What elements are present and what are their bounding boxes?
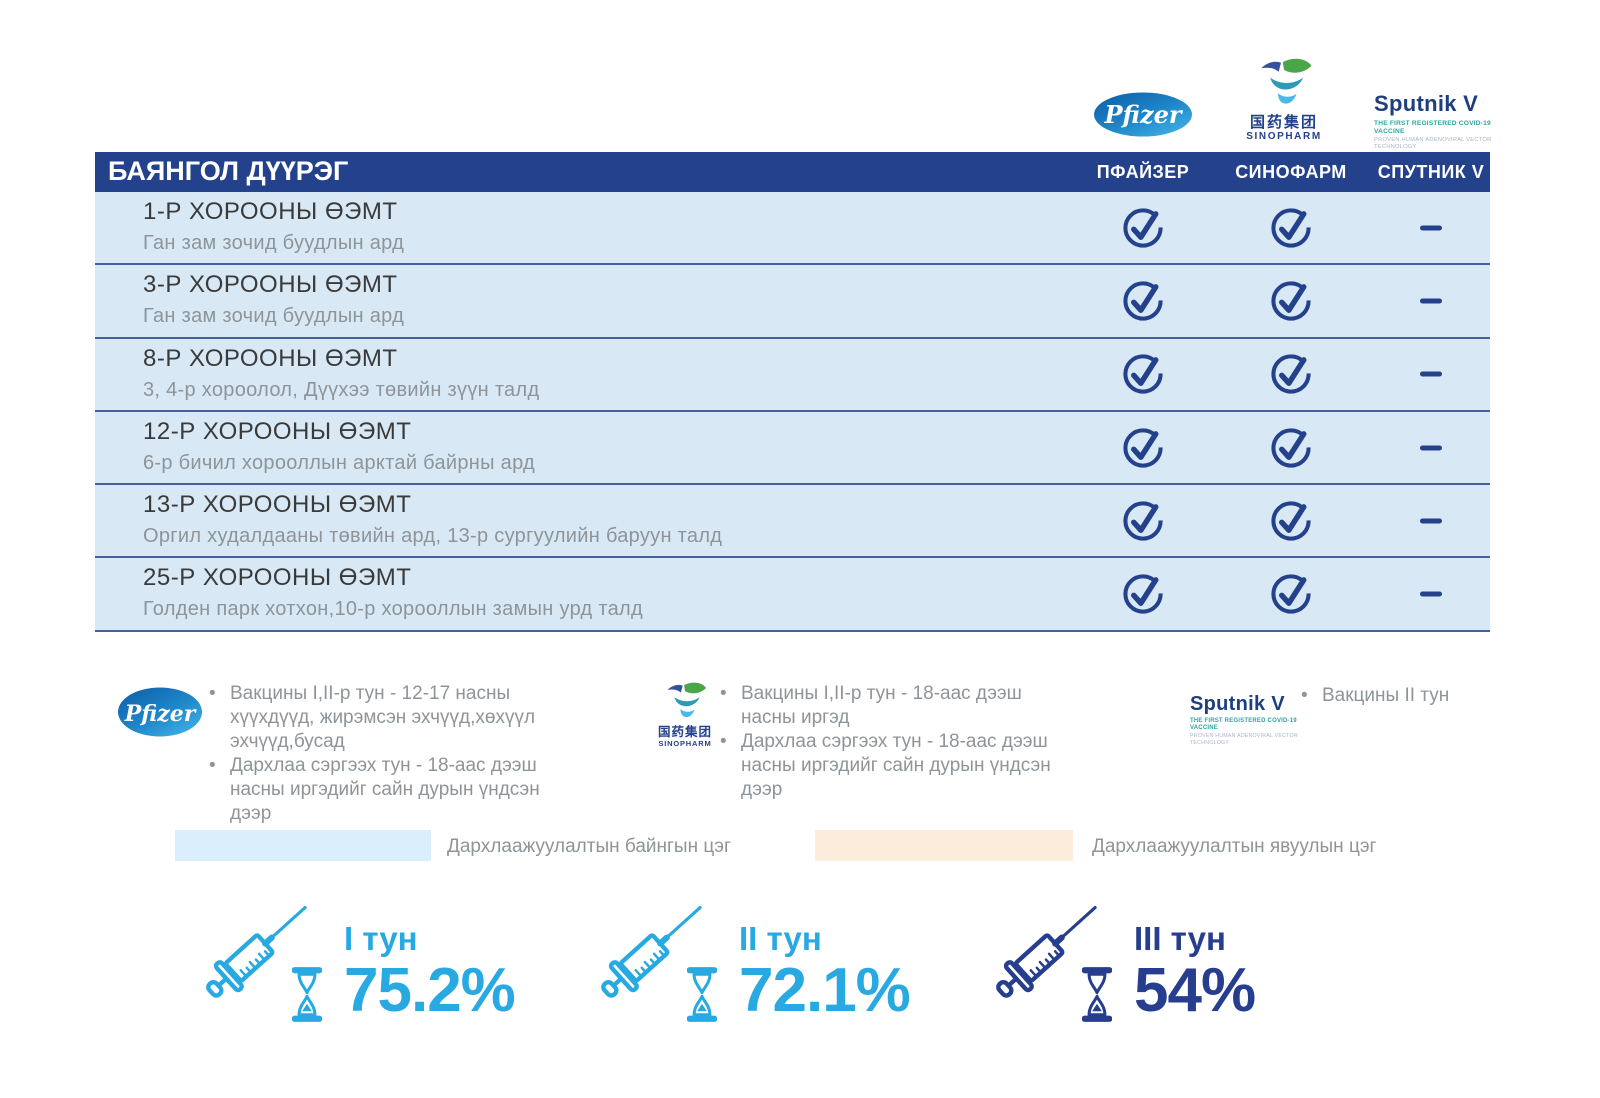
sinopharm-logo: 国药集团 SINOPHARM [1226,58,1342,143]
syringe-icon [588,888,718,1012]
dose-percentage: 75.2% [344,956,516,1025]
sputnik-tagline: THE FIRST REGISTERED COVID-19 VACCINE [1374,120,1491,135]
hourglass-icon [291,966,323,1023]
hourglass-icon [1081,966,1113,1023]
note-item: Вакцины I,II-р тун - 12-17 насны хүүхдүү… [205,682,565,754]
sinopharm-chinese-name: 国药集团 [657,725,712,739]
clinic-name: 1-Р ХОРООНЫ ӨЭМТ [143,198,398,225]
sinopharm-english-name: SINOPHARM [658,739,712,749]
dose-percentage: 72.1% [739,956,911,1025]
mobile-point-color-swatch [815,830,1073,861]
check-icon [1121,279,1165,323]
check-icon [1269,279,1313,323]
column-header: СИНОФАРМ [1235,162,1347,182]
dose-label: I тун [344,920,418,957]
clinic-name: 13-Р ХОРООНЫ ӨЭМТ [143,491,412,519]
clinic-location: Голден парк хотхон,10-р хорооллын замын … [143,598,643,621]
column-header: СПУТНИК V [1377,162,1485,182]
table-row: 12-Р ХОРООНЫ ӨЭМТ 6-р бичил хорооллын арк… [95,411,1490,486]
sputnik-logo: Sputnik V THE FIRST REGISTERED COVID-19 … [1374,93,1514,151]
note-item: Дархлаа сэргээх тун - 18-аас дээш насны … [716,730,1066,802]
sputnik-tagline-2: PROVEN HUMAN ADENOVIRAL VECTOR TECHNOLOG… [1190,733,1298,746]
sputnik-logo-small: Sputnik V THE FIRST REGISTERED COVID-19 … [1190,694,1310,746]
syringe-icon [193,888,323,1012]
sputnik-wordmark: Sputnik V [1374,91,1479,116]
note-item: Вакцины II тун [1297,684,1477,708]
note-item: Дархлаа сэргээх тун - 18-аас дээш насны … [205,754,565,826]
table-row: 25-Р ХОРООНЫ ӨЭМТ Голден парк хотхон,10-р… [95,558,1490,632]
sinopharm-english-name: SINOPHARM [1246,131,1322,143]
table-rows: 1-Р ХОРООНЫ ӨЭМТ Ган зам зочид буудлын ар… [95,192,1490,632]
dash-icon [1420,298,1442,304]
sputnik-note-list: Вакцины II тун [1297,684,1477,708]
clinic-location: Ган зам зочид буудлын ард [143,305,405,328]
check-icon [1269,206,1313,250]
check-icon [1269,572,1313,616]
fixed-point-label: Дархлаажуулалтын байнгын цэг [447,836,731,857]
table-row: 8-Р ХОРООНЫ ӨЭМТ 3, 4-р хороолол, Дүүхээ … [95,338,1490,412]
clinic-name: 25-Р ХОРООНЫ ӨЭМТ [143,564,412,592]
sinopharm-logo-small: 国药集团 SINOPHARM [650,682,720,748]
dose-label: III тун [1134,920,1226,957]
sputnik-wordmark: Sputnik V [1190,693,1285,715]
dash-icon [1420,371,1442,377]
pfizer-oval-icon: Pfizer [118,687,202,737]
sinopharm-chinese-name: 国药集团 [1249,114,1318,131]
dose-1-stat: I тун 75.2% [180,880,520,1045]
fixed-point-color-swatch [175,830,431,861]
check-icon [1121,499,1165,543]
syringe-icon [983,888,1113,1012]
table-row: 3-Р ХОРООНЫ ӨЭМТ Ган зам зочид буудлын ар… [95,265,1490,339]
clinic-name: 8-Р ХОРООНЫ ӨЭМТ [143,344,398,372]
vaccination-points-table: БАЯНГОЛ ДҮҮРЭГ ПФАЙЗЕР СИНОФАРМ СПУТНИК V … [95,152,1490,632]
check-icon [1269,499,1313,543]
clinic-location: Ган зам зочид буудлын ард [143,232,405,254]
check-icon [1269,352,1313,396]
sinopharm-swirl-icon [667,682,707,718]
check-icon [1121,572,1165,616]
dash-icon [1420,591,1442,597]
svg-text:Pfizer: Pfizer [1103,100,1183,129]
district-title: БАЯНГОЛ ДҮҮРЭГ [108,156,349,186]
clinic-location: 6-р бичил хорооллын арктай байрны ард [143,451,536,474]
dose-3-stat: III тун 54% [970,880,1310,1045]
clinic-location: Оргил худалдааны төвийн ард, 13-р сургуу… [143,525,723,548]
dose-label: II тун [739,920,822,957]
clinic-location: 3, 4-р хороолол, Дүүхээ төвийн зүүн талд [143,378,540,401]
sputnik-tagline: THE FIRST REGISTERED COVID-19 VACCINE [1190,718,1297,732]
pfizer-logo: Pfizer [1093,92,1193,142]
dash-icon [1420,225,1442,231]
pfizer-note-list: Вакцины I,II-р тун - 12-17 насны хүүхдүү… [205,682,565,826]
mobile-point-label: Дархлаажуулалтын явуулын цэг [1092,836,1377,857]
column-header: ПФАЙЗЕР [1096,162,1190,182]
svg-text:Pfizer: Pfizer [124,701,197,727]
pfizer-logo-small: Pfizer [117,687,203,742]
dose-2-stat: II тун 72.1% [575,880,915,1045]
check-icon [1121,206,1165,250]
table-row: 13-Р ХОРООНЫ ӨЭМТ Оргил худалдааны төвийн… [95,485,1490,559]
check-icon [1269,426,1313,470]
clinic-name: 12-Р ХОРООНЫ ӨЭМТ [143,417,412,445]
note-item: Вакцины I,II-р тун - 18-аас дээш насны и… [716,682,1066,730]
table-header: БАЯНГОЛ ДҮҮРЭГ ПФАЙЗЕР СИНОФАРМ СПУТНИК V [95,152,1490,192]
sinopharm-swirl-icon [1261,58,1312,104]
dash-icon [1420,445,1442,451]
hourglass-icon [686,966,718,1023]
table-row: 1-Р ХОРООНЫ ӨЭМТ Ган зам зочид буудлын ар… [95,192,1490,266]
check-icon [1121,426,1165,470]
sinopharm-note-list: Вакцины I,II-р тун - 18-аас дээш насны и… [716,682,1066,802]
dose-percentage: 54% [1134,956,1256,1025]
check-icon [1121,352,1165,396]
pfizer-oval-icon: Pfizer [1094,92,1192,137]
sputnik-tagline-2: PROVEN HUMAN ADENOVIRAL VECTOR TECHNOLOG… [1374,136,1492,150]
clinic-name: 3-Р ХОРООНЫ ӨЭМТ [143,271,398,299]
dash-icon [1420,518,1442,524]
